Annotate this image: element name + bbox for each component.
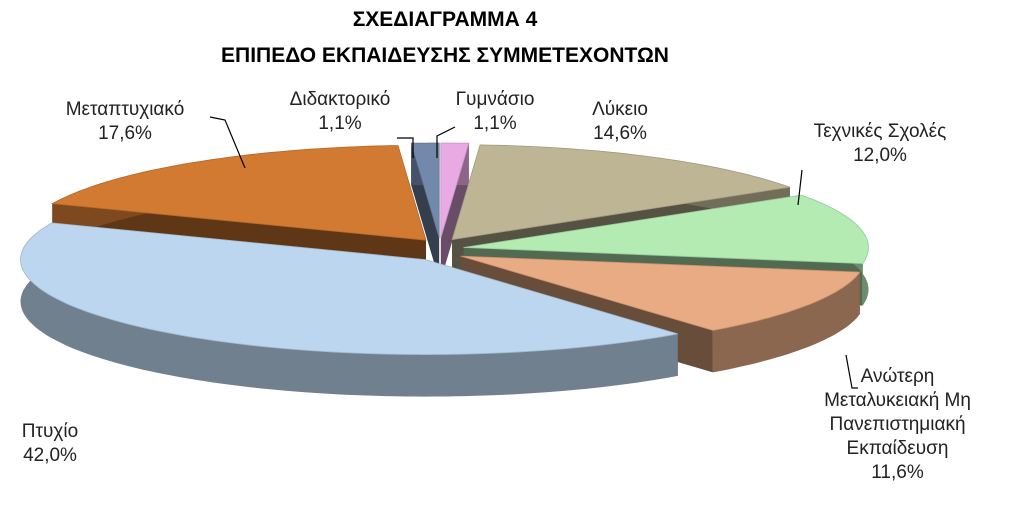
label-value: 1,1% — [473, 113, 517, 134]
data-label: Γυμνάσιο 1,1% — [445, 88, 545, 136]
label-value: 17,6% — [98, 123, 152, 144]
label-name: Γυμνάσιο — [455, 89, 535, 110]
label-value: 11,6% — [871, 462, 924, 483]
label-name: Πτυχίο — [21, 421, 79, 442]
label-name: Μεταπτυχιακό — [65, 99, 185, 120]
label-value: 1,1% — [318, 113, 362, 134]
slice-wall — [712, 272, 860, 373]
data-label: Πτυχίο 42,0% — [0, 420, 100, 468]
data-label: Λύκειο 14,6% — [565, 98, 675, 146]
chart-subtitle: ΕΠΙΠΕΔΟ ΕΚΠΑΙΔΕΥΣΗΣ ΣΥΜΜΕΤΕΧΟΝΤΩΝ — [221, 44, 669, 67]
label-value: 42,0% — [23, 445, 77, 466]
slice-top — [410, 142, 440, 239]
leader-line — [436, 126, 456, 158]
chart-title: ΣΧΕΔΙΑΓΡΑΜΜΑ 4 — [352, 8, 538, 31]
label-name: Λύκειο — [592, 99, 648, 120]
slice — [410, 142, 440, 280]
slice-top — [20, 222, 678, 356]
data-label: Διδακτορικό 1,1% — [275, 88, 405, 136]
slice-wall — [20, 222, 678, 397]
label-name: Ανώτερη Μεταλυκειακή Μη Πανεπιστημιακή Ε… — [824, 366, 971, 459]
data-label: Τεχνικές Σχολές 12,0% — [780, 120, 980, 168]
label-name: Διδακτορικό — [289, 89, 391, 110]
slice — [440, 142, 470, 280]
leader-line — [845, 354, 858, 389]
label-name: Τεχνικές Σχολές — [813, 121, 947, 142]
slice-top — [463, 194, 869, 265]
data-label: Ανώτερη Μεταλυκειακή Μη Πανεπιστημιακή Ε… — [805, 365, 990, 485]
slice-top — [50, 145, 427, 241]
leader-line — [209, 116, 246, 169]
leader-line — [397, 137, 414, 158]
slice — [20, 222, 678, 397]
slice-top — [440, 142, 470, 239]
leader-line — [797, 169, 803, 206]
label-value: 12,0% — [853, 145, 907, 166]
slice-top — [460, 255, 861, 331]
slice-top — [451, 144, 791, 241]
label-value: 14,6% — [593, 123, 647, 144]
data-label: Μεταπτυχιακό 17,6% — [40, 98, 210, 146]
